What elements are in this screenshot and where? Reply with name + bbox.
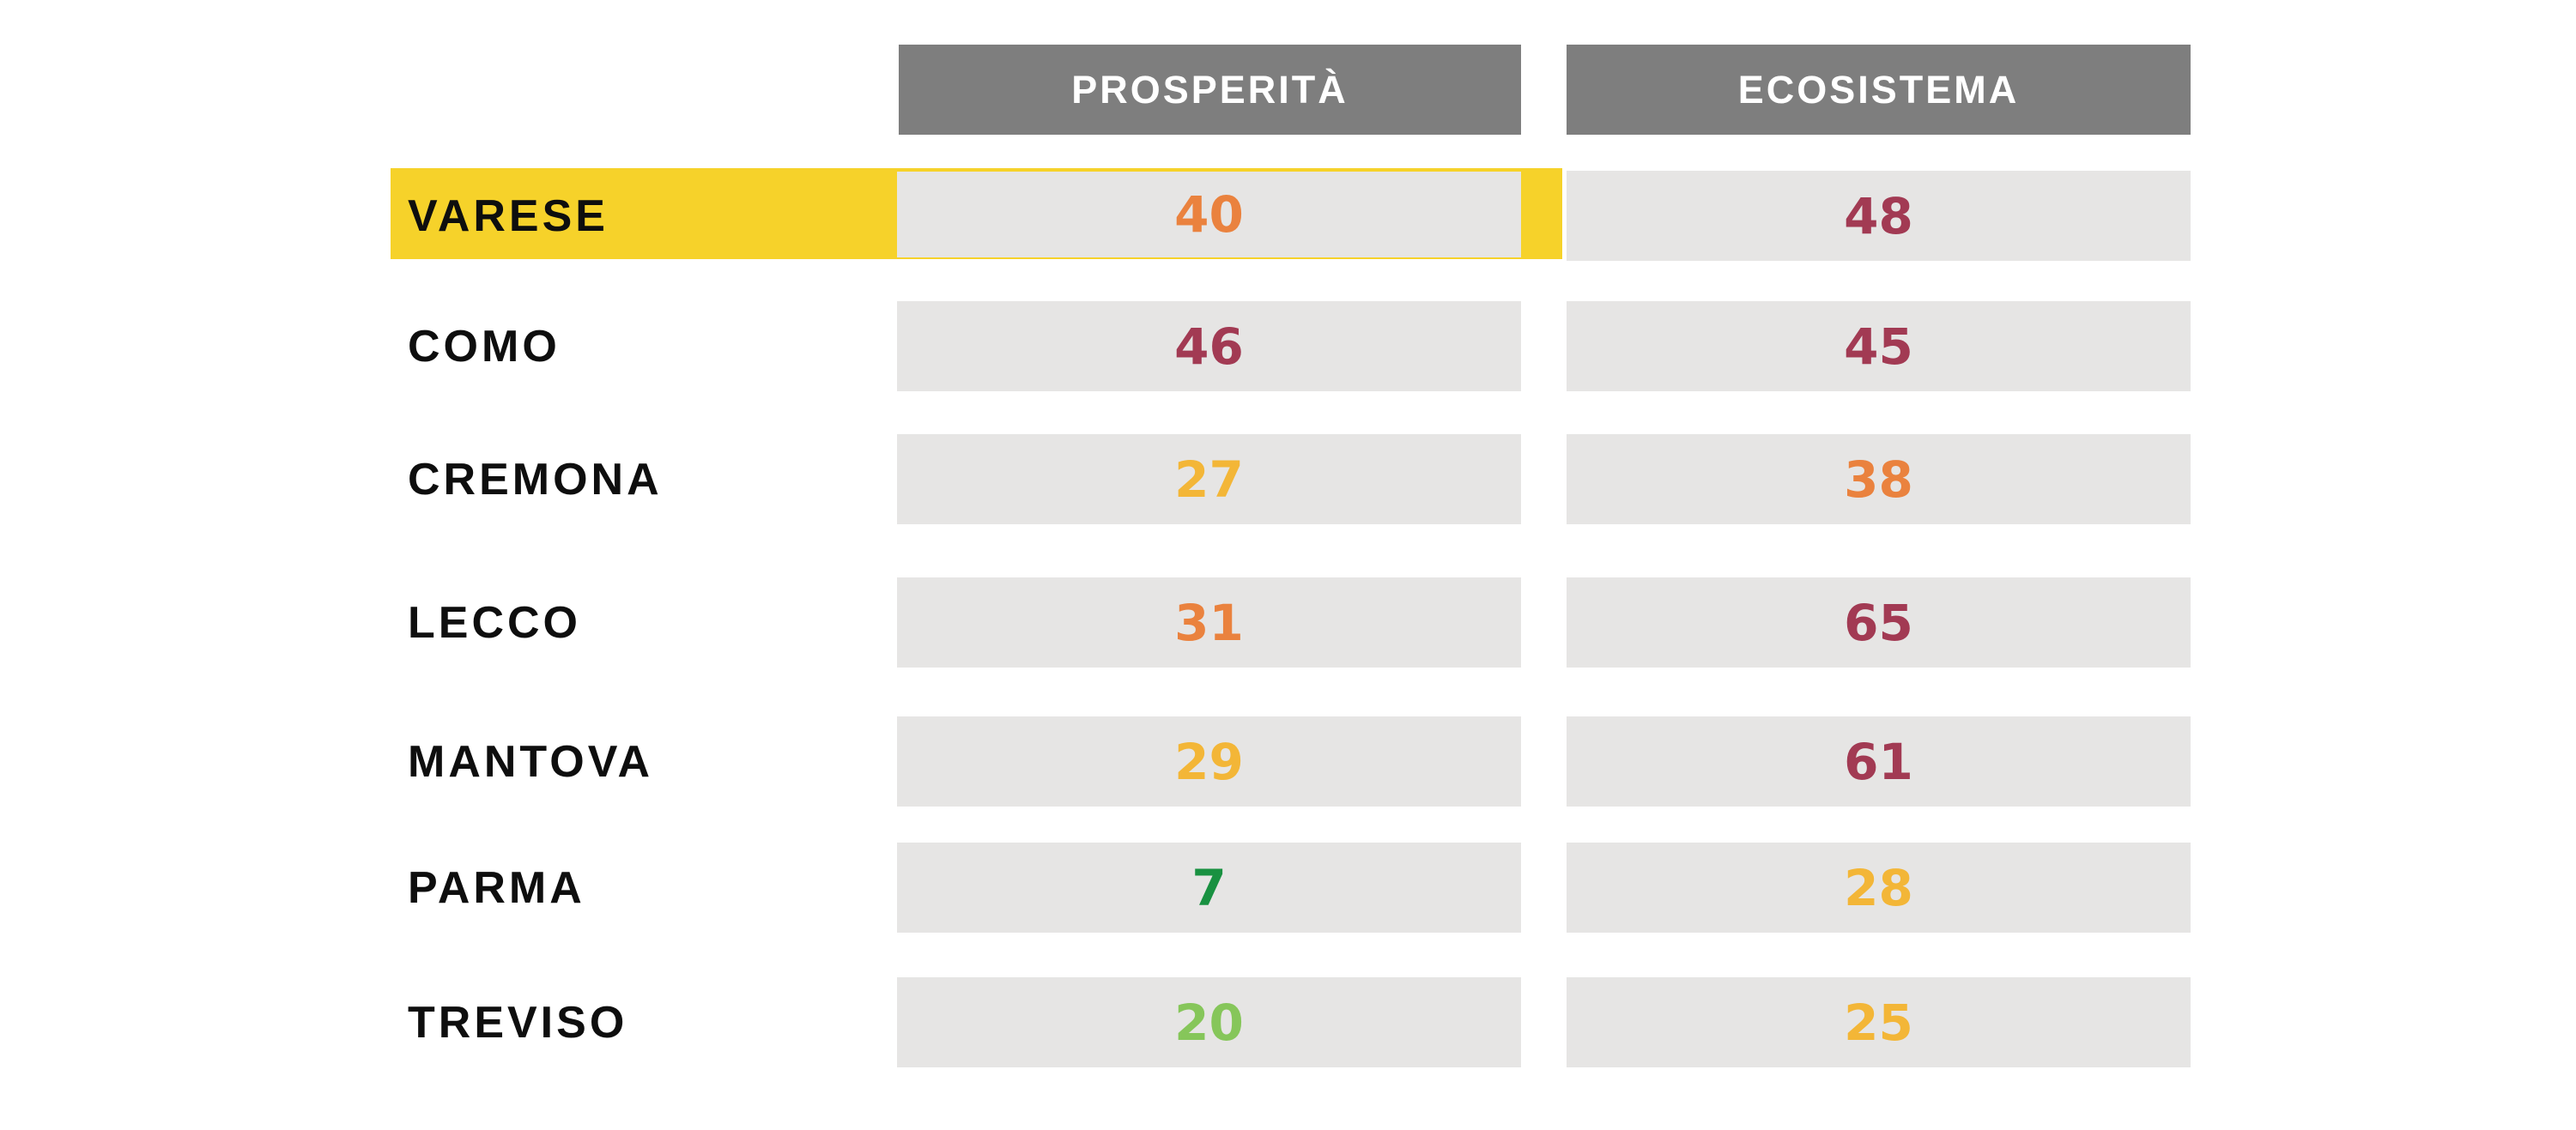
row-label: TREVISO bbox=[408, 997, 628, 1048]
value-cell-ecosistema: 61 bbox=[1567, 716, 2191, 807]
row-label: CREMONA bbox=[408, 454, 663, 505]
value-cell-prosperita: 46 bbox=[897, 301, 1521, 391]
table-row-cremona: CREMONA 27 38 bbox=[0, 434, 2576, 524]
value-cell-ecosistema: 65 bbox=[1567, 577, 2191, 668]
value-cell-prosperita: 29 bbox=[897, 716, 1521, 807]
row-label: VARESE bbox=[408, 190, 609, 241]
row-label: MANTOVA bbox=[408, 736, 654, 787]
table-row-varese: VARESE 40 48 bbox=[0, 168, 2576, 261]
table-row-como: COMO 46 45 bbox=[0, 301, 2576, 391]
value-cell-prosperita: 40 bbox=[897, 172, 1521, 257]
value-cell-ecosistema: 45 bbox=[1567, 301, 2191, 391]
value-cell-prosperita: 20 bbox=[897, 977, 1521, 1067]
value-cell-ecosistema: 38 bbox=[1567, 434, 2191, 524]
value-cell-ecosistema: 25 bbox=[1567, 977, 2191, 1067]
table-row-parma: PARMA 7 28 bbox=[0, 843, 2576, 933]
column-header-ecosistema: ECOSISTEMA bbox=[1567, 45, 2191, 135]
table-row-lecco: LECCO 31 65 bbox=[0, 577, 2576, 668]
value-cell-prosperita: 27 bbox=[897, 434, 1521, 524]
table-row-mantova: MANTOVA 29 61 bbox=[0, 716, 2576, 807]
row-label: COMO bbox=[408, 321, 561, 372]
value-cell-prosperita: 31 bbox=[897, 577, 1521, 668]
value-cell-ecosistema: 28 bbox=[1567, 843, 2191, 933]
value-cell-prosperita: 7 bbox=[897, 843, 1521, 933]
value-cell-ecosistema: 48 bbox=[1567, 171, 2191, 261]
row-label: PARMA bbox=[408, 862, 585, 913]
column-header-prosperita: PROSPERITÀ bbox=[899, 45, 1521, 135]
row-label: LECCO bbox=[408, 597, 581, 648]
table-row-treviso: TREVISO 20 25 bbox=[0, 977, 2576, 1067]
